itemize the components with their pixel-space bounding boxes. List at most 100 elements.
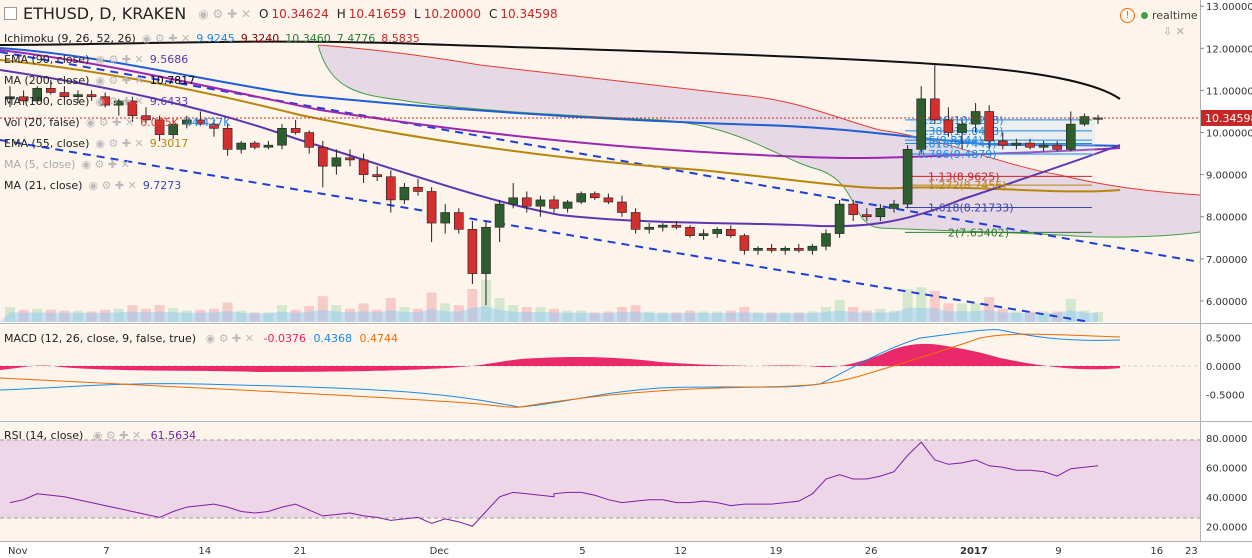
candle[interactable] — [481, 220, 491, 306]
candle[interactable] — [195, 111, 206, 127]
candle[interactable] — [440, 204, 451, 234]
candle[interactable] — [821, 229, 831, 251]
candle[interactable] — [861, 208, 872, 221]
candle[interactable] — [902, 145, 913, 209]
candle[interactable] — [712, 227, 723, 238]
candle[interactable] — [5, 86, 15, 108]
candle[interactable] — [780, 246, 791, 255]
indicator-label[interactable]: EMA (90, close) — [4, 53, 90, 66]
macd-axis[interactable]: 0.5000 0.0000 -0.5000 — [1206, 334, 1245, 402]
candle[interactable] — [957, 119, 967, 150]
candle[interactable] — [222, 124, 233, 156]
candle[interactable] — [263, 140, 274, 150]
candle[interactable] — [494, 199, 505, 242]
candle[interactable] — [304, 130, 315, 154]
candle[interactable] — [521, 191, 532, 213]
indicator-settings-icons[interactable]: ◉ ⚙ ✚ ✕ — [95, 95, 144, 108]
pane-controls[interactable]: ⇩ ✕ — [1163, 25, 1185, 38]
candle[interactable] — [45, 79, 56, 95]
trendline-upper[interactable] — [0, 51, 1201, 263]
candle[interactable] — [250, 140, 260, 150]
candle[interactable] — [1052, 140, 1062, 152]
warning-icon[interactable]: ! — [1120, 8, 1135, 23]
candle[interactable] — [73, 90, 83, 104]
trendline-lower[interactable] — [0, 139, 1091, 323]
candle[interactable] — [345, 149, 355, 167]
candle[interactable] — [875, 204, 886, 221]
symbol-title[interactable]: ETHUSD, D, KRAKEN — [23, 4, 187, 23]
candle[interactable] — [154, 115, 165, 141]
candle[interactable] — [685, 225, 695, 238]
indicator-settings-icons[interactable]: ◉ ⚙ ✚ ✕ — [95, 74, 144, 87]
candle[interactable] — [630, 208, 641, 234]
candle[interactable] — [18, 90, 29, 106]
candle[interactable] — [603, 193, 614, 205]
indicator-settings-icons[interactable]: ◉ ⚙ ✚ ✕ — [141, 32, 191, 45]
candle[interactable] — [657, 223, 668, 232]
candle[interactable] — [100, 92, 110, 108]
candle[interactable] — [182, 115, 192, 129]
candle[interactable] — [358, 153, 369, 184]
candle[interactable] — [317, 140, 328, 188]
candle[interactable] — [644, 223, 655, 234]
indicator-row[interactable]: MA (200, close) ◉ ⚙ ✚ ✕ 10.7817 — [4, 70, 426, 91]
indicator-row[interactable]: MA (21, close) ◉ ⚙ ✚ ✕ 9.7273 — [4, 175, 426, 196]
candle[interactable] — [725, 225, 736, 238]
candle[interactable] — [32, 86, 43, 104]
candle[interactable] — [889, 199, 899, 213]
macd-settings-icons[interactable]: ◉ ⚙ ✚ ✕ — [205, 332, 254, 345]
candle[interactable] — [739, 233, 750, 255]
candle[interactable] — [984, 105, 995, 150]
rsi-label[interactable]: RSI (14, close) — [4, 429, 84, 442]
candle[interactable] — [467, 220, 478, 285]
candle[interactable] — [997, 132, 1008, 150]
indicator-settings-icons[interactable]: ◉ ⚙ ✚ ✕ — [81, 158, 130, 171]
candle[interactable] — [943, 107, 954, 137]
indicator-label[interactable]: Vol (20, false) — [4, 116, 80, 129]
indicator-label[interactable]: Ichimoku (9, 26, 52, 26) — [4, 32, 136, 45]
candle[interactable] — [617, 195, 627, 217]
realtime-badge[interactable]: ! realtime — [1120, 8, 1198, 23]
candle[interactable] — [453, 208, 464, 234]
candle[interactable] — [1066, 111, 1076, 152]
candle[interactable] — [576, 191, 587, 205]
indicator-row[interactable]: EMA (55, close) ◉ ⚙ ✚ ✕ 9.3017 — [4, 133, 426, 154]
candle[interactable] — [549, 195, 559, 213]
candle[interactable] — [236, 140, 246, 154]
indicator-settings-icons[interactable]: ◉ ⚙ ✚ ✕ — [88, 179, 137, 192]
candle[interactable] — [753, 246, 763, 255]
candle[interactable] — [793, 244, 804, 253]
settings-icons[interactable]: ◉ ⚙ ✚ ✕ — [198, 6, 252, 21]
indicator-label[interactable]: MA (5, close) — [4, 158, 76, 171]
candle[interactable] — [331, 149, 342, 175]
candle[interactable] — [114, 98, 124, 116]
candle[interactable] — [929, 65, 940, 125]
candle[interactable] — [168, 119, 178, 139]
indicator-settings-icons[interactable]: ◉ ⚙ ✚ ✕ — [95, 137, 144, 150]
candle[interactable] — [698, 229, 709, 240]
candle[interactable] — [589, 191, 600, 200]
candle[interactable] — [372, 166, 383, 181]
candle[interactable] — [385, 170, 396, 213]
candle[interactable] — [562, 199, 573, 213]
candle[interactable] — [1011, 138, 1022, 150]
candle[interactable] — [508, 183, 519, 209]
indicator-label[interactable]: MA (100, close) — [4, 95, 90, 108]
candle[interactable] — [86, 90, 97, 101]
candle[interactable] — [1079, 113, 1090, 127]
indicator-row[interactable]: Vol (20, false) ◉ ⚙ ✚ ✕ 6.045K 44.427K — [4, 112, 426, 133]
candle[interactable] — [766, 244, 777, 253]
candle[interactable] — [807, 244, 818, 255]
indicator-label[interactable]: MA (21, close) — [4, 179, 83, 192]
indicator-row[interactable]: Ichimoku (9, 26, 52, 26) ◉ ⚙ ✚ ✕ 9.9245 9.3… — [4, 28, 426, 49]
indicator-settings-icons[interactable]: ◉ ⚙ ✚ ✕ — [95, 53, 144, 66]
candle[interactable] — [671, 220, 682, 230]
indicator-row[interactable]: MA (5, close) ◉ ⚙ ✚ ✕ — [4, 154, 426, 175]
indicator-row[interactable]: EMA (90, close) ◉ ⚙ ✚ ✕ 9.5686 — [4, 49, 426, 70]
time-axis[interactable]: Nov 7 14 21 Dec 5 12 19 26 2017 9 16 23 — [8, 546, 1198, 557]
macd-label[interactable]: MACD (12, 26, close, 9, false, true) — [4, 332, 197, 345]
candle[interactable] — [413, 178, 423, 196]
candle[interactable] — [848, 199, 859, 221]
candle[interactable] — [277, 124, 287, 150]
